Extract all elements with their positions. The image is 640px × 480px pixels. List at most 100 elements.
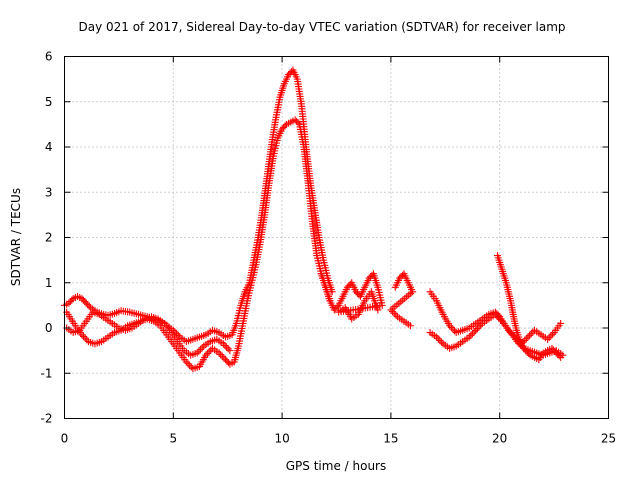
data-point [509, 331, 517, 339]
data-point [524, 333, 532, 341]
data-point [472, 326, 480, 334]
data-point [223, 343, 231, 351]
y-tick-label: 3 [45, 185, 53, 199]
data-point [65, 299, 73, 307]
data-point [470, 328, 478, 336]
data-point [447, 323, 455, 331]
x-tick-labels: 0 5 10 15 20 25 [61, 432, 616, 446]
data-point [83, 336, 91, 344]
data-point [544, 335, 552, 343]
axis-ticks [64, 56, 609, 419]
y-tick-label: 5 [45, 95, 53, 109]
data-point [82, 299, 90, 307]
data-point [467, 331, 475, 339]
data-point [548, 344, 556, 352]
data-point [554, 350, 562, 358]
data-point [496, 316, 504, 324]
grid-lines [64, 56, 609, 419]
data-point [367, 273, 375, 281]
data-point [396, 274, 404, 282]
data-point [548, 330, 556, 338]
data-point [79, 296, 87, 304]
data-point [437, 338, 445, 346]
data-point [205, 348, 213, 356]
data-point [224, 345, 232, 353]
data-point [551, 347, 559, 355]
data-point [552, 349, 560, 357]
data-point [390, 309, 398, 317]
data-point [332, 304, 340, 312]
data-point [523, 348, 531, 356]
data-point [226, 347, 234, 355]
data-point [333, 303, 341, 311]
x-axis-label: GPS time / hours [286, 459, 387, 473]
data-point [473, 325, 481, 333]
x-tick-label: 10 [274, 432, 289, 446]
data-point [345, 282, 353, 290]
x-tick-label: 0 [61, 432, 69, 446]
data-point [285, 71, 293, 79]
y-axis-label: SDTVAR / TECUs [9, 188, 23, 286]
data-point [220, 354, 228, 362]
data-point [504, 326, 512, 334]
data-point [475, 323, 483, 331]
data-point [493, 312, 501, 320]
data-point [495, 314, 503, 322]
data-point [197, 345, 204, 353]
data-point [286, 69, 294, 77]
data-point [449, 325, 457, 333]
data-point [81, 298, 89, 306]
data-point [291, 116, 299, 124]
data-point [508, 330, 516, 338]
data-point [506, 328, 514, 336]
data-point [549, 346, 557, 354]
data-point [215, 349, 223, 357]
data-point [78, 331, 86, 339]
data-point [446, 322, 454, 330]
data-point [80, 332, 88, 340]
data-point [526, 331, 534, 339]
data-points [61, 66, 567, 373]
data-point [182, 358, 190, 366]
data-point [527, 330, 535, 338]
data-point [193, 349, 201, 357]
data-point [294, 119, 302, 127]
data-point [557, 319, 565, 327]
data-point [389, 308, 397, 316]
data-point [186, 361, 194, 369]
data-point [555, 352, 563, 360]
data-point [433, 333, 441, 341]
y-tick-label: 1 [45, 276, 53, 290]
data-point [219, 340, 227, 348]
data-point [491, 310, 499, 318]
y-tick-label: -2 [41, 412, 53, 426]
data-point [195, 347, 203, 355]
data-point [293, 117, 301, 125]
x-tick-label: 25 [601, 432, 616, 446]
y-tick-label: 6 [45, 50, 53, 64]
data-point [521, 336, 529, 344]
data-point [477, 321, 485, 329]
data-point [547, 332, 555, 340]
data-point [352, 288, 360, 296]
data-point [81, 334, 89, 342]
data-point [204, 349, 212, 357]
data-point [187, 363, 195, 371]
y-tick-label: 0 [45, 321, 53, 335]
data-point [525, 350, 533, 358]
data-point [278, 125, 286, 133]
data-point [392, 311, 400, 319]
data-point [387, 306, 395, 314]
data-point [174, 331, 182, 339]
data-point [223, 357, 231, 365]
y-tick-labels: -2 -1 0 1 2 3 4 5 6 [41, 50, 53, 426]
data-point [217, 351, 225, 359]
data-point [451, 327, 459, 335]
y-tick-label: -1 [41, 366, 53, 380]
data-point [68, 296, 76, 304]
data-point [222, 356, 230, 364]
y-tick-label: 4 [45, 140, 53, 154]
data-point [66, 298, 74, 306]
data-point [522, 347, 530, 355]
data-point [78, 295, 86, 303]
